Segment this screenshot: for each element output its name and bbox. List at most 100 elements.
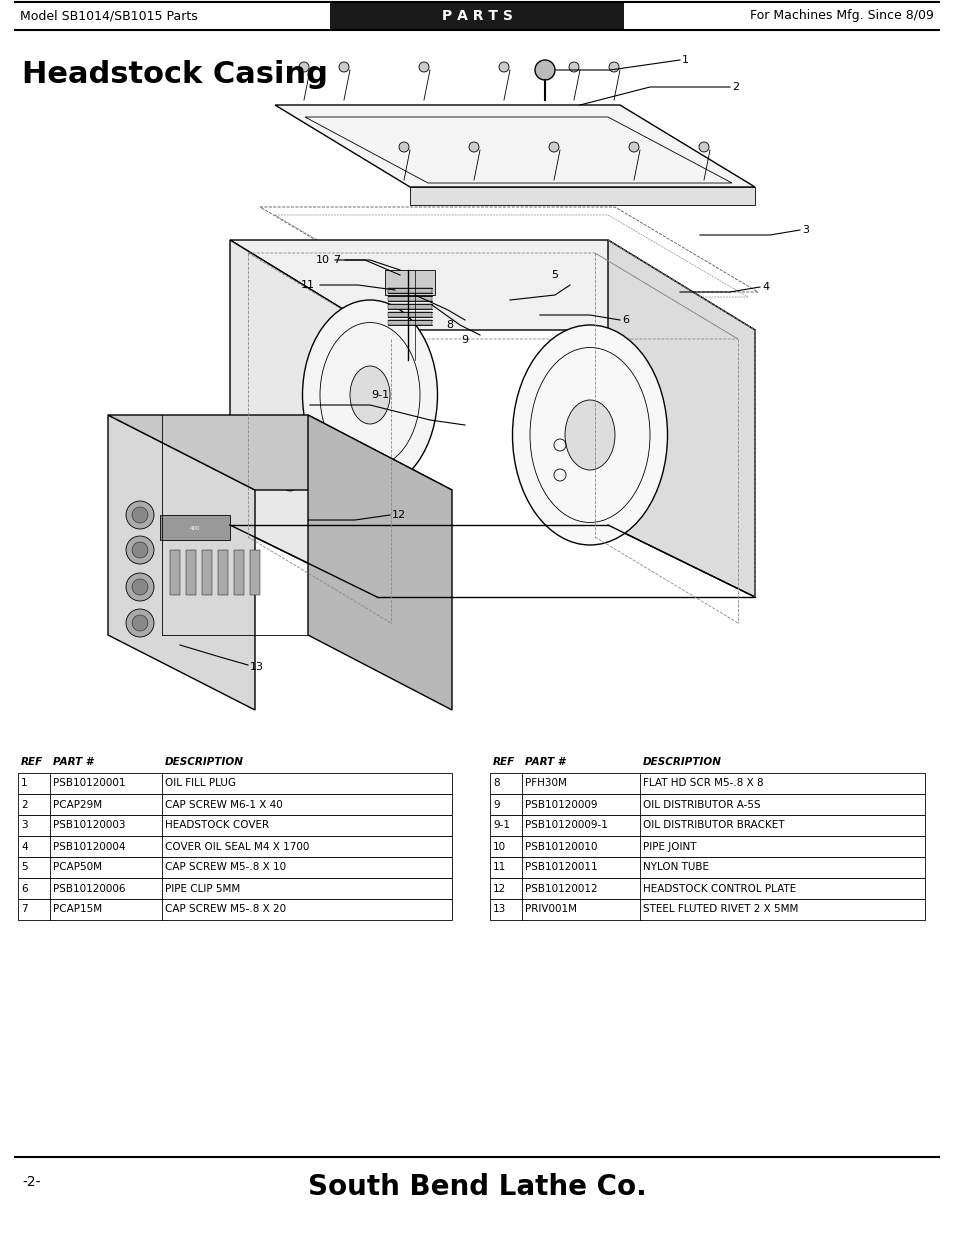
Text: OIL FILL PLUG: OIL FILL PLUG <box>165 778 235 788</box>
Circle shape <box>298 62 309 72</box>
Text: PCAP15M: PCAP15M <box>53 904 102 914</box>
Circle shape <box>126 573 153 601</box>
Bar <box>330 2 623 30</box>
Bar <box>170 550 180 595</box>
Bar <box>18 899 452 920</box>
Text: CAP SCREW M6-1 X 40: CAP SCREW M6-1 X 40 <box>165 799 282 809</box>
Ellipse shape <box>302 300 437 490</box>
Text: PSB10120011: PSB10120011 <box>524 862 597 872</box>
Text: 1: 1 <box>681 56 688 65</box>
Text: PRIV001M: PRIV001M <box>524 904 577 914</box>
Text: 4: 4 <box>21 841 28 851</box>
Polygon shape <box>230 240 376 597</box>
Text: CAP SCREW M5-.8 X 10: CAP SCREW M5-.8 X 10 <box>165 862 286 872</box>
Text: 2: 2 <box>21 799 28 809</box>
Text: 8: 8 <box>446 320 453 330</box>
Bar <box>233 550 244 595</box>
Polygon shape <box>108 415 254 710</box>
Text: 10: 10 <box>493 841 506 851</box>
Text: PSB10120001: PSB10120001 <box>53 778 126 788</box>
Polygon shape <box>308 415 452 710</box>
Bar <box>218 550 228 595</box>
Text: STEEL FLUTED RIVET 2 X 5MM: STEEL FLUTED RIVET 2 X 5MM <box>642 904 798 914</box>
Bar <box>202 550 212 595</box>
Text: 1: 1 <box>21 778 28 788</box>
Text: 5: 5 <box>551 270 558 280</box>
Text: 7: 7 <box>21 904 28 914</box>
Bar <box>160 515 230 540</box>
Text: 9: 9 <box>493 799 499 809</box>
Text: 5: 5 <box>21 862 28 872</box>
Text: 3: 3 <box>801 225 808 235</box>
Circle shape <box>126 536 153 564</box>
Polygon shape <box>230 240 754 330</box>
Text: Model SB1014/SB1015 Parts: Model SB1014/SB1015 Parts <box>20 10 197 22</box>
Text: 12: 12 <box>392 510 406 520</box>
Text: PSB10120009: PSB10120009 <box>524 799 597 809</box>
Text: DESCRIPTION: DESCRIPTION <box>165 757 244 767</box>
Text: 6: 6 <box>621 315 628 325</box>
Bar <box>388 296 432 301</box>
Polygon shape <box>274 105 754 186</box>
Text: PART #: PART # <box>53 757 93 767</box>
Text: REF: REF <box>493 757 515 767</box>
Polygon shape <box>410 186 754 205</box>
Bar <box>186 550 195 595</box>
Circle shape <box>699 142 708 152</box>
Bar <box>18 836 452 857</box>
Bar <box>18 794 452 815</box>
Bar <box>388 320 432 325</box>
Text: PCAP50M: PCAP50M <box>53 862 102 872</box>
Text: OIL DISTRIBUTOR A-5S: OIL DISTRIBUTOR A-5S <box>642 799 760 809</box>
Circle shape <box>398 142 409 152</box>
Text: CAP SCREW M5-.8 X 20: CAP SCREW M5-.8 X 20 <box>165 904 286 914</box>
Bar <box>490 899 924 920</box>
Text: 6: 6 <box>21 883 28 893</box>
Text: PSB10120003: PSB10120003 <box>53 820 126 830</box>
Bar <box>385 270 435 295</box>
Text: 11: 11 <box>301 280 314 290</box>
Text: 13: 13 <box>250 662 264 672</box>
Text: P A R T S: P A R T S <box>441 9 512 23</box>
Circle shape <box>469 142 478 152</box>
Text: PCAP29M: PCAP29M <box>53 799 102 809</box>
Text: PIPE CLIP 5MM: PIPE CLIP 5MM <box>165 883 240 893</box>
Circle shape <box>548 142 558 152</box>
Circle shape <box>568 62 578 72</box>
Text: 8: 8 <box>493 778 499 788</box>
Circle shape <box>628 142 639 152</box>
Text: PSB10120009-1: PSB10120009-1 <box>524 820 607 830</box>
Text: OIL DISTRIBUTOR BRACKET: OIL DISTRIBUTOR BRACKET <box>642 820 783 830</box>
Text: 3: 3 <box>21 820 28 830</box>
Text: 10: 10 <box>315 254 330 266</box>
Bar <box>490 878 924 899</box>
Bar <box>490 836 924 857</box>
Text: NYLON TUBE: NYLON TUBE <box>642 862 708 872</box>
Text: COVER OIL SEAL M4 X 1700: COVER OIL SEAL M4 X 1700 <box>165 841 309 851</box>
Bar <box>18 773 452 794</box>
Text: 11: 11 <box>493 862 506 872</box>
Text: 4: 4 <box>761 282 768 291</box>
Text: REF: REF <box>21 757 43 767</box>
Bar <box>490 773 924 794</box>
Text: 12: 12 <box>493 883 506 893</box>
Text: 13: 13 <box>493 904 506 914</box>
Circle shape <box>608 62 618 72</box>
Circle shape <box>535 61 555 80</box>
Ellipse shape <box>564 400 615 471</box>
Circle shape <box>418 62 429 72</box>
Circle shape <box>126 609 153 637</box>
Bar <box>388 304 432 309</box>
Text: DESCRIPTION: DESCRIPTION <box>642 757 721 767</box>
Text: PSB10120010: PSB10120010 <box>524 841 597 851</box>
Text: 9: 9 <box>461 335 468 345</box>
Bar <box>250 550 260 595</box>
Text: PSB10120006: PSB10120006 <box>53 883 126 893</box>
Text: 9-1: 9-1 <box>371 390 389 400</box>
Bar <box>18 857 452 878</box>
Text: FLAT HD SCR M5-.8 X 8: FLAT HD SCR M5-.8 X 8 <box>642 778 762 788</box>
Bar <box>490 815 924 836</box>
Text: 400: 400 <box>190 526 200 531</box>
Text: 7: 7 <box>333 254 339 266</box>
Ellipse shape <box>350 366 390 424</box>
